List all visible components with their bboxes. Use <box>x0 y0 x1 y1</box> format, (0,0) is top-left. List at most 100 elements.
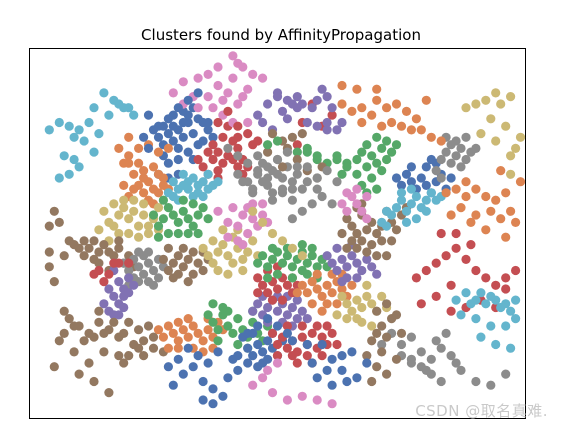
data-point-c16-p6 <box>183 332 193 342</box>
data-point-c8-p9 <box>99 240 109 250</box>
data-point-c28-p0 <box>337 199 347 209</box>
data-point-c30-p10 <box>421 162 431 172</box>
data-point-c15-p34 <box>119 358 129 368</box>
data-point-c22-p10 <box>302 258 312 268</box>
data-point-c24-p6 <box>352 258 362 268</box>
data-point-c19-p9 <box>292 295 302 305</box>
data-point-c34-p19 <box>481 225 491 235</box>
data-point-c36-p19 <box>436 228 446 239</box>
data-point-c35-p11 <box>510 143 521 153</box>
data-point-c5-p16 <box>168 177 178 187</box>
data-point-c22-p20 <box>297 240 307 250</box>
data-point-c40-p2 <box>317 339 327 350</box>
data-point-c13-p14 <box>114 310 124 320</box>
data-point-c55-p2 <box>292 103 302 113</box>
data-point-c27-p21 <box>391 140 402 150</box>
data-point-c32-p1 <box>436 154 446 165</box>
data-point-c10-p12 <box>178 243 188 253</box>
data-point-c42-p1 <box>178 369 188 379</box>
data-point-c44-p5 <box>282 114 292 124</box>
data-point-c24-p5 <box>347 251 357 261</box>
data-point-c48-p2 <box>312 173 322 183</box>
data-point-c41-p7 <box>312 395 322 405</box>
data-point-c26-p18 <box>377 236 387 246</box>
data-point-c5-p15 <box>178 169 188 179</box>
data-point-c35-p9 <box>491 136 501 146</box>
data-point-c39-p14 <box>391 310 402 320</box>
data-point-c15-p20 <box>114 351 124 361</box>
data-point-c11-p14 <box>248 236 258 246</box>
data-point-c5-p6 <box>198 177 208 187</box>
data-point-c8-p12 <box>114 243 124 253</box>
data-point-c26-p14 <box>337 228 347 239</box>
data-point-c17-p5 <box>228 328 238 338</box>
data-point-c18-p2 <box>248 351 258 361</box>
data-point-c22-p18 <box>267 243 278 253</box>
data-point-c48-p5 <box>317 191 327 202</box>
data-point-c27-p20 <box>372 132 382 142</box>
data-point-c23-p18 <box>317 306 327 316</box>
data-point-c44-p1 <box>258 117 268 128</box>
data-point-c31-p18 <box>406 184 416 194</box>
data-point-c44-p10 <box>312 95 322 105</box>
data-point-c54-p0 <box>228 51 238 61</box>
data-point-c54-p1 <box>238 62 248 72</box>
data-point-c30-p15 <box>446 173 456 183</box>
data-point-c38-p15 <box>501 369 511 379</box>
data-point-c0-p7 <box>69 154 79 165</box>
data-point-c24-p1 <box>327 258 337 268</box>
data-point-c25-p2 <box>347 306 357 316</box>
data-point-c1-p11 <box>173 154 183 165</box>
data-point-c12-p7 <box>258 210 268 220</box>
data-point-c3-p20 <box>228 136 238 146</box>
data-point-c43-p6 <box>218 95 228 105</box>
data-point-c8-p2 <box>49 206 59 216</box>
data-point-c46-p5 <box>292 154 302 165</box>
data-point-c31-p9 <box>421 195 431 205</box>
data-point-c38-p2 <box>406 332 416 342</box>
data-point-c39-p11 <box>396 328 407 338</box>
data-point-c16-p0 <box>153 325 164 335</box>
data-point-c38-p4 <box>426 354 436 364</box>
data-point-c47-p2 <box>292 162 302 172</box>
data-point-c43-p7 <box>223 88 233 98</box>
data-point-c8-p16 <box>69 240 79 250</box>
data-point-c36-p4 <box>451 243 461 253</box>
data-point-c10-p10 <box>183 277 193 287</box>
data-point-c22-p1 <box>258 251 268 261</box>
data-point-c27-p9 <box>377 143 387 153</box>
data-point-c58-p2 <box>486 291 496 301</box>
data-point-c16-p4 <box>173 336 183 346</box>
data-point-c44-p4 <box>277 106 288 116</box>
data-point-c15-p12 <box>119 328 129 338</box>
data-point-c59-p2 <box>426 369 436 379</box>
data-point-c53-p4 <box>173 103 183 113</box>
data-point-c21-p16 <box>287 351 297 361</box>
data-point-c29-p3 <box>327 110 337 120</box>
data-point-c30-p6 <box>421 180 431 190</box>
data-point-c35-p10 <box>506 151 516 161</box>
data-point-c33-p16 <box>436 136 446 146</box>
data-point-c26-p20 <box>387 236 397 246</box>
data-point-c6-p7 <box>134 221 144 231</box>
data-point-c37-p0 <box>451 295 461 305</box>
data-point-c6-p22 <box>153 203 164 213</box>
data-point-c45-p1 <box>302 143 312 153</box>
data-point-c41-p2 <box>272 358 283 368</box>
data-point-c26-p13 <box>372 251 382 261</box>
data-point-c28-p1 <box>342 206 352 216</box>
data-point-c34-p8 <box>496 214 506 224</box>
data-point-c19-p10 <box>297 306 307 316</box>
data-point-c34-p13 <box>446 210 456 220</box>
data-point-c46-p9 <box>263 147 273 157</box>
data-point-c7-p12 <box>173 228 183 239</box>
data-point-c15-p8 <box>139 336 149 346</box>
data-point-c58-p4 <box>506 306 516 316</box>
data-point-c11-p10 <box>213 265 223 276</box>
data-point-c43-p4 <box>203 92 213 102</box>
data-point-c26-p0 <box>342 214 352 224</box>
data-point-c7-p3 <box>163 203 173 213</box>
data-point-c44-p2 <box>263 99 273 109</box>
data-point-c32-p0 <box>431 166 441 176</box>
data-point-c18-p4 <box>258 347 268 357</box>
